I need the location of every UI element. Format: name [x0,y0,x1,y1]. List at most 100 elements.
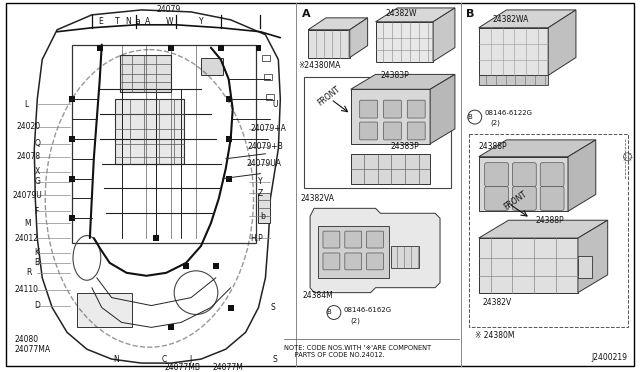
Bar [479,76,548,85]
Polygon shape [548,10,576,76]
Text: a: a [136,17,140,26]
Text: 24079U: 24079U [12,191,42,200]
Bar [120,55,171,92]
FancyBboxPatch shape [323,253,340,270]
Bar [69,136,75,142]
Text: (2): (2) [491,120,500,126]
FancyBboxPatch shape [484,163,509,186]
Bar [168,324,174,330]
Text: X: X [35,167,40,176]
FancyBboxPatch shape [540,186,564,210]
Text: J2400219: J2400219 [591,353,628,362]
Text: 24110: 24110 [15,285,38,294]
Text: 24078: 24078 [17,152,40,161]
Text: FRONT: FRONT [502,189,529,212]
Text: Z: Z [257,189,263,198]
Bar [69,215,75,221]
Bar [168,45,174,51]
Text: 24012: 24012 [15,234,38,243]
Text: 24382W: 24382W [385,9,417,18]
Text: W: W [166,17,173,26]
Text: 24080: 24080 [15,335,38,344]
Bar [226,176,232,182]
Text: R: R [26,268,32,277]
Text: N: N [114,355,120,363]
Text: A: A [145,17,150,26]
Bar [255,45,262,51]
Text: 24079+A: 24079+A [250,125,287,134]
Polygon shape [479,140,596,157]
Text: 24077MB: 24077MB [164,363,200,372]
Bar [318,226,390,278]
Text: T: T [115,17,119,26]
Text: B: B [466,9,474,19]
FancyBboxPatch shape [383,122,401,140]
FancyBboxPatch shape [360,100,378,118]
Polygon shape [568,140,596,211]
Bar [304,77,451,189]
Text: 24079: 24079 [156,6,180,15]
Bar [213,263,219,269]
FancyBboxPatch shape [367,253,383,270]
Text: B: B [326,310,332,315]
Text: S: S [270,303,275,312]
Bar [226,96,232,102]
Bar [262,55,270,61]
Text: Y: Y [257,177,262,186]
Polygon shape [479,28,548,76]
Text: A: A [302,9,311,19]
Bar [154,235,159,241]
Text: Y: Y [199,17,204,26]
Text: 24382WA: 24382WA [492,15,529,24]
Bar [97,45,103,51]
Text: E: E [98,17,102,26]
FancyBboxPatch shape [407,100,425,118]
Text: b: b [260,212,266,221]
Text: L: L [24,100,29,109]
Polygon shape [350,18,367,58]
Text: 24020: 24020 [17,122,40,131]
Text: ※24380MA: ※24380MA [298,61,340,70]
Text: 24079UA: 24079UA [246,159,282,168]
FancyBboxPatch shape [513,186,536,210]
Text: K: K [35,248,39,257]
Bar [226,136,232,142]
Polygon shape [479,220,608,238]
Text: S: S [273,355,277,363]
Text: 24384M: 24384M [302,291,333,300]
Text: 24382V: 24382V [483,298,512,307]
Text: NOTE: CODE NOS.WITH '※'ARE COMPONENT
     PARTS OF CODE NO.24012.: NOTE: CODE NOS.WITH '※'ARE COMPONENT PAR… [284,345,431,358]
Bar [351,154,430,183]
Text: G: G [35,177,40,186]
Text: U: U [273,100,278,109]
Text: 24383P: 24383P [381,71,409,80]
Text: B: B [35,259,40,267]
Text: M: M [24,219,31,228]
Text: F: F [35,207,38,216]
FancyBboxPatch shape [345,231,362,248]
Bar [69,96,75,102]
FancyBboxPatch shape [407,122,425,140]
Text: FRONT: FRONT [316,85,342,108]
Text: C: C [161,355,166,363]
FancyBboxPatch shape [360,122,378,140]
FancyBboxPatch shape [367,231,383,248]
FancyBboxPatch shape [383,100,401,118]
Bar [264,74,273,80]
Text: 24077M: 24077M [213,363,244,372]
Text: H,P: H,P [250,234,263,243]
Bar [266,94,275,100]
FancyBboxPatch shape [323,231,340,248]
Polygon shape [351,74,455,89]
Polygon shape [351,89,430,144]
Polygon shape [479,157,568,211]
Polygon shape [479,238,578,293]
Polygon shape [376,8,455,22]
Text: B: B [467,114,472,120]
FancyBboxPatch shape [513,163,536,186]
FancyBboxPatch shape [345,253,362,270]
FancyBboxPatch shape [484,186,509,210]
Bar [77,293,131,327]
Text: 08146-6162G: 08146-6162G [344,307,392,312]
Text: 24388P: 24388P [535,216,564,225]
